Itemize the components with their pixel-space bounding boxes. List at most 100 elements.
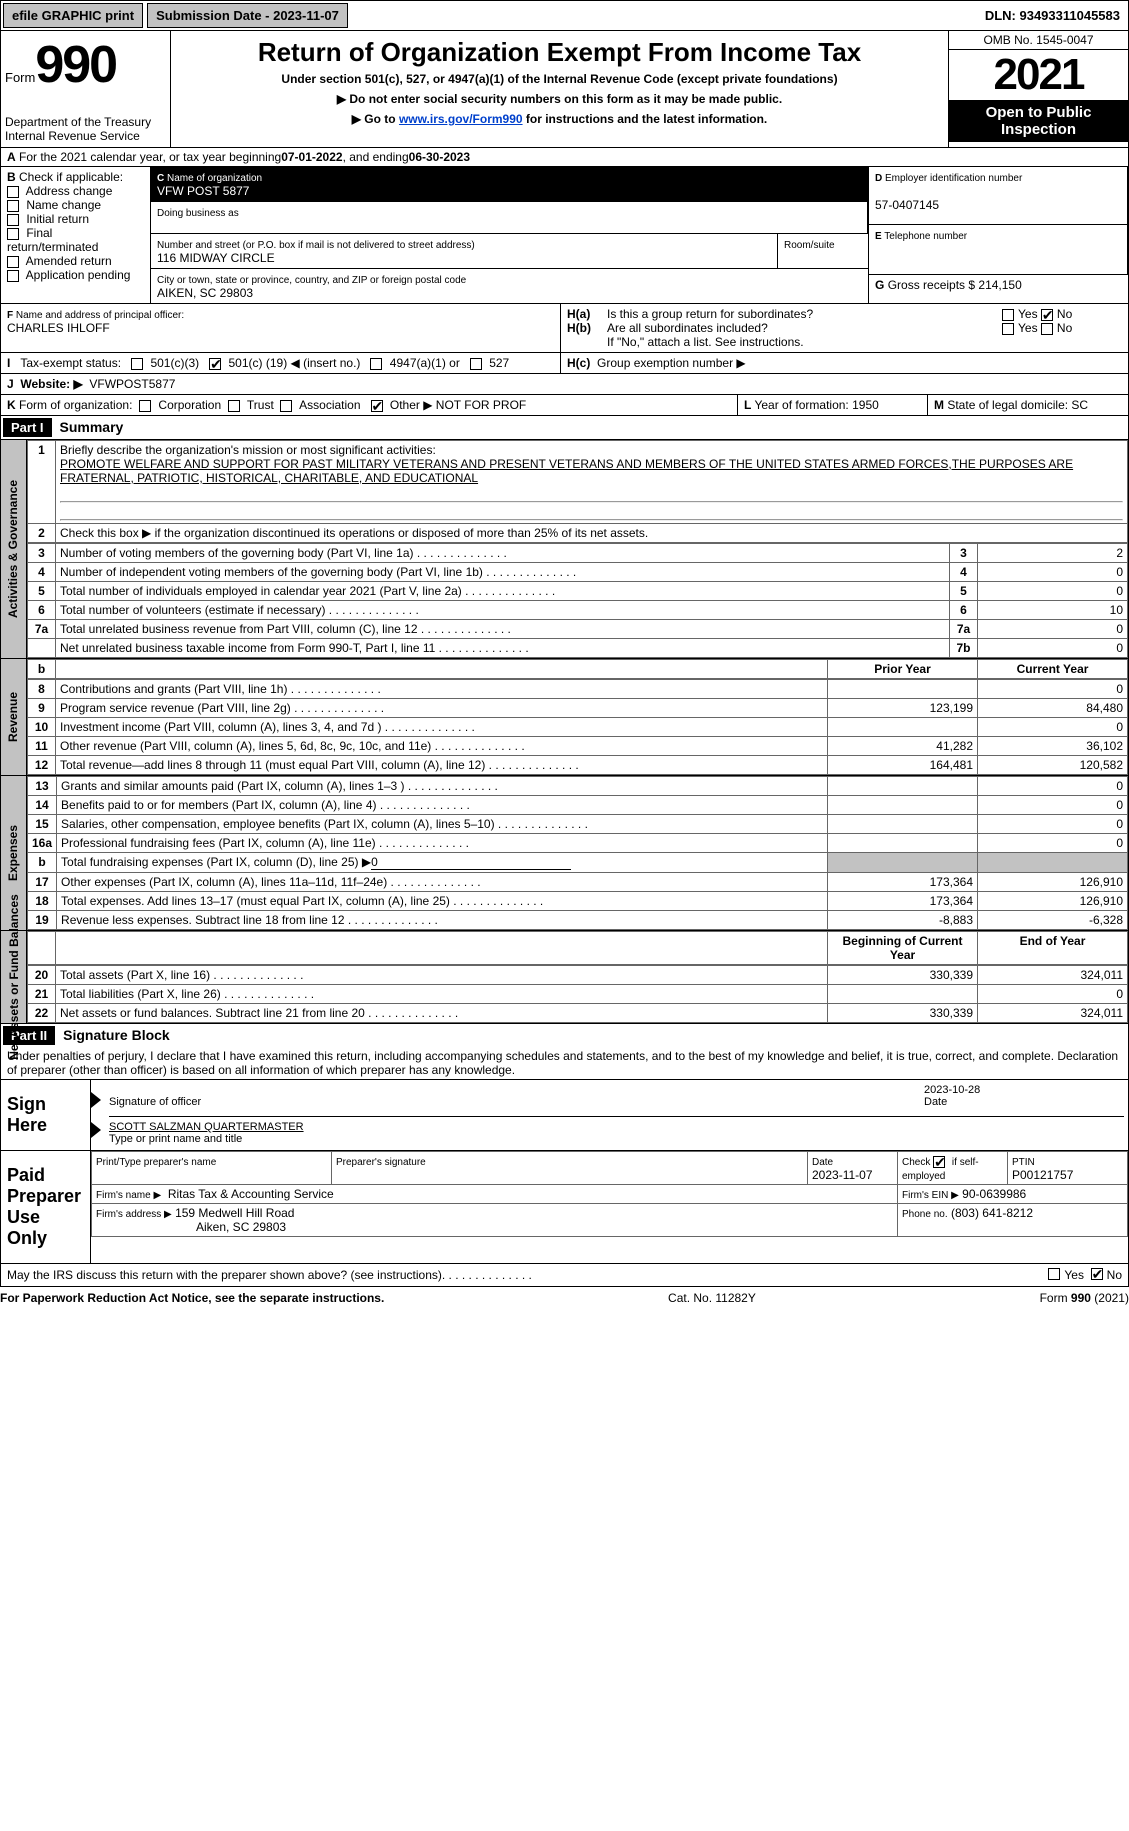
- k-opt[interactable]: [228, 400, 240, 412]
- m-label: State of legal domicile:: [947, 398, 1068, 412]
- summary-activities: Activities & Governance 1 Briefly descri…: [0, 440, 1129, 659]
- j-label: Website: ▶: [20, 377, 82, 391]
- ein-value: 57-0407145: [875, 198, 939, 212]
- discuss-no[interactable]: [1091, 1268, 1103, 1280]
- irs-label: Internal Revenue Service: [5, 129, 166, 143]
- efile-button[interactable]: efile GRAPHIC print: [3, 3, 143, 28]
- part1-title: Summary: [52, 419, 124, 435]
- d-label: Employer identification number: [885, 173, 1022, 184]
- hb-no[interactable]: [1041, 323, 1053, 335]
- b-opt[interactable]: [7, 186, 19, 198]
- line-a-text: For the 2021 calendar year, or tax year …: [19, 150, 281, 164]
- form-title: Return of Organization Exempt From Incom…: [175, 37, 944, 68]
- k-other[interactable]: [371, 400, 383, 412]
- l2-text: Check this box ▶ if the organization dis…: [60, 526, 648, 540]
- arrow-icon: [91, 1122, 101, 1138]
- preparer-sig-label: Preparer's signature: [336, 1157, 426, 1168]
- l-label: Year of formation:: [754, 398, 848, 412]
- k-label: Form of organization:: [19, 398, 132, 412]
- i-527[interactable]: [470, 358, 482, 370]
- end-date: 06-30-2023: [409, 150, 470, 164]
- org-name: VFW POST 5877: [157, 184, 249, 198]
- summary-revenue: Revenue bPrior YearCurrent Year 8Contrib…: [0, 659, 1129, 776]
- discuss-yes[interactable]: [1048, 1268, 1060, 1280]
- ha-no[interactable]: [1041, 309, 1053, 321]
- ptin-label: PTIN: [1012, 1157, 1035, 1168]
- vside-activities: Activities & Governance: [7, 480, 21, 618]
- addr-label: Number and street (or P.O. box if mail i…: [157, 240, 475, 251]
- col-prior: Prior Year: [828, 660, 978, 679]
- form-subtitle: Under section 501(c), 527, or 4947(a)(1)…: [175, 72, 944, 86]
- firm-addr1: 159 Medwell Hill Road: [175, 1206, 294, 1220]
- paid-preparer-block: Paid Preparer Use Only Print/Type prepar…: [0, 1151, 1129, 1264]
- e-label: Telephone number: [884, 231, 967, 242]
- ha-yes[interactable]: [1002, 309, 1014, 321]
- firm-ein-label: Firm's EIN ▶: [902, 1190, 959, 1201]
- klm-block: K Form of organization: Corporation Trus…: [0, 395, 1129, 416]
- state-domicile: SC: [1071, 398, 1088, 412]
- name-title-label: Type or print name and title: [109, 1133, 242, 1145]
- signer-name: SCOTT SALZMAN QUARTERMASTER: [109, 1121, 304, 1133]
- paid-preparer-label: Paid Preparer Use Only: [1, 1151, 91, 1263]
- sig-officer-label: Signature of officer: [109, 1096, 201, 1108]
- year-formation: 1950: [852, 398, 879, 412]
- b-opt[interactable]: [7, 270, 19, 282]
- j-block: J Website: ▶ VFWPOST5877: [0, 374, 1129, 395]
- begin-date: 07-01-2022: [281, 150, 342, 164]
- i-4947[interactable]: [370, 358, 382, 370]
- l1-label: Briefly describe the organization's miss…: [60, 443, 436, 457]
- discuss-row: May the IRS discuss this return with the…: [0, 1264, 1129, 1287]
- firm-addr-label: Firm's address ▶: [96, 1209, 172, 1220]
- b-opt[interactable]: [7, 228, 19, 240]
- ptin-value: P00121757: [1012, 1168, 1073, 1182]
- k-opt[interactable]: [139, 400, 151, 412]
- phone-label: Phone no.: [902, 1209, 948, 1220]
- col-begin: Beginning of Current Year: [828, 932, 978, 965]
- firm-addr2: Aiken, SC 29803: [96, 1220, 286, 1234]
- dept-treasury: Department of the Treasury: [5, 115, 166, 129]
- vside-netassets: Net Assets or Fund Balances: [7, 894, 21, 1060]
- summary-expenses: Expenses 13Grants and similar amounts pa…: [0, 776, 1129, 931]
- sign-here-label: Sign Here: [1, 1080, 91, 1150]
- hc-text: Group exemption number ▶: [597, 356, 746, 370]
- website-value: VFWPOST5877: [89, 377, 175, 391]
- firm-ein: 90-0639986: [962, 1187, 1026, 1201]
- k-opt[interactable]: [280, 400, 292, 412]
- discuss-text: May the IRS discuss this return with the…: [7, 1268, 442, 1282]
- prep-date-label: Date: [812, 1157, 833, 1168]
- b-opt[interactable]: [7, 200, 19, 212]
- entity-block: B Check if applicable: Address change Na…: [0, 167, 1129, 304]
- b-opt[interactable]: [7, 214, 19, 226]
- i-501c[interactable]: [209, 358, 221, 370]
- firm-name: Ritas Tax & Accounting Service: [168, 1187, 334, 1201]
- k-other-val: NOT FOR PROF: [436, 398, 526, 412]
- omb-number: OMB No. 1545-0047: [949, 31, 1128, 50]
- line-a: A For the 2021 calendar year, or tax yea…: [0, 148, 1129, 167]
- penalty-text: Under penalties of perjury, I declare th…: [1, 1047, 1128, 1079]
- open-public: Open to PublicInspection: [949, 100, 1128, 142]
- i-501c3[interactable]: [131, 358, 143, 370]
- b-opt[interactable]: [7, 256, 19, 268]
- submission-date-button[interactable]: Submission Date - 2023-11-07: [147, 3, 348, 28]
- summary-netassets: Net Assets or Fund Balances Beginning of…: [0, 931, 1129, 1024]
- form-word: Form: [5, 70, 35, 85]
- gross-receipts: 214,150: [978, 278, 1021, 292]
- date-label: Date: [924, 1096, 947, 1108]
- hint-suffix: for instructions and the latest informat…: [523, 112, 768, 126]
- hint-link: ▶ Go to www.irs.gov/Form990 for instruct…: [175, 112, 944, 126]
- preparer-name-label: Print/Type preparer's name: [96, 1157, 216, 1168]
- dln-label: DLN: 93493311045583: [977, 4, 1128, 27]
- b-label: Check if applicable:: [19, 170, 123, 184]
- form-header: Form990 Department of the Treasury Inter…: [0, 31, 1129, 148]
- irs-link[interactable]: www.irs.gov/Form990: [399, 112, 523, 126]
- self-employed-check[interactable]: [933, 1156, 945, 1168]
- sign-here-block: Sign Here Signature of officer 2023-10-2…: [0, 1080, 1129, 1151]
- hb-note: If "No," attach a list. See instructions…: [567, 335, 1122, 349]
- city-label: City or town, state or province, country…: [157, 275, 466, 286]
- hb-yes[interactable]: [1002, 323, 1014, 335]
- hb-text: Are all subordinates included?: [607, 321, 1002, 335]
- topbar: efile GRAPHIC print Submission Date - 20…: [0, 0, 1129, 31]
- col-current: Current Year: [978, 660, 1128, 679]
- part1-label: Part I: [3, 418, 52, 437]
- city-value: AIKEN, SC 29803: [157, 286, 253, 300]
